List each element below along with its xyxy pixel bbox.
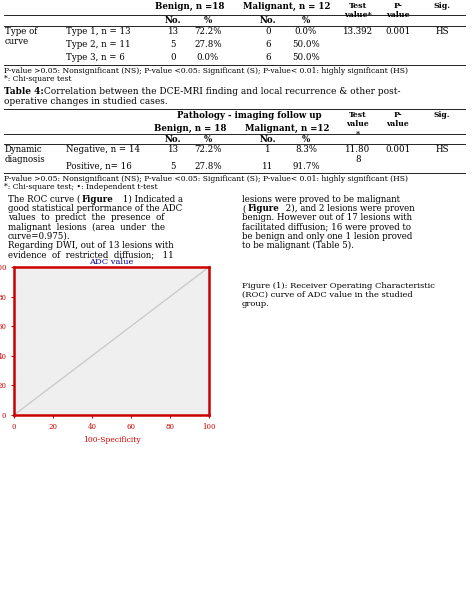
Text: No.: No. bbox=[164, 135, 182, 144]
Text: group.: group. bbox=[242, 300, 270, 308]
Text: HS: HS bbox=[435, 27, 449, 36]
Text: facilitated diffusion; 16 were proved to: facilitated diffusion; 16 were proved to bbox=[242, 223, 411, 231]
Text: Negative, n = 14: Negative, n = 14 bbox=[66, 145, 140, 154]
Text: 6: 6 bbox=[265, 40, 271, 49]
Text: %: % bbox=[302, 135, 310, 144]
X-axis label: 100-Specificity: 100-Specificity bbox=[82, 436, 140, 444]
Text: 1) Indicated a: 1) Indicated a bbox=[120, 195, 183, 204]
Text: Test
value
*: Test value * bbox=[346, 111, 369, 138]
Text: 0: 0 bbox=[265, 27, 271, 36]
Text: 8.3%: 8.3% bbox=[295, 145, 317, 154]
Text: Type of: Type of bbox=[5, 27, 37, 36]
Title: ADC value: ADC value bbox=[89, 258, 134, 266]
Text: 6: 6 bbox=[265, 53, 271, 62]
Text: P-
value: P- value bbox=[386, 2, 410, 19]
Text: No.: No. bbox=[260, 135, 276, 144]
Text: No.: No. bbox=[260, 16, 276, 25]
Text: benign. However out of 17 lesions with: benign. However out of 17 lesions with bbox=[242, 213, 412, 222]
Text: (: ( bbox=[242, 204, 246, 213]
Text: Sig.: Sig. bbox=[434, 111, 450, 119]
Text: P-
value: P- value bbox=[387, 111, 410, 128]
Text: 50.0%: 50.0% bbox=[292, 40, 320, 49]
Text: Regarding DWI, out of 13 lesions with: Regarding DWI, out of 13 lesions with bbox=[8, 241, 173, 250]
Text: Benign, n = 18: Benign, n = 18 bbox=[154, 124, 226, 133]
Text: lesions were proved to be malignant: lesions were proved to be malignant bbox=[242, 195, 400, 204]
Text: 0.001: 0.001 bbox=[385, 27, 410, 36]
Text: Dynamic: Dynamic bbox=[5, 145, 43, 154]
Text: Type 2, n = 11: Type 2, n = 11 bbox=[66, 40, 131, 49]
Text: P-value >0.05: Nonsignificant (NS); P-value <0.05: Significant (S); P-value< 0.0: P-value >0.05: Nonsignificant (NS); P-va… bbox=[4, 175, 408, 183]
Text: 11.80: 11.80 bbox=[346, 145, 371, 154]
Text: 2), and 2 lesions were proven: 2), and 2 lesions were proven bbox=[283, 204, 415, 213]
Text: 91.7%: 91.7% bbox=[292, 162, 320, 171]
Text: 27.8%: 27.8% bbox=[194, 40, 222, 49]
Text: 72.2%: 72.2% bbox=[194, 27, 222, 36]
Text: evidence  of  restricted  diffusion;   11: evidence of restricted diffusion; 11 bbox=[8, 250, 174, 259]
Text: 11: 11 bbox=[263, 162, 273, 171]
Text: HS: HS bbox=[435, 145, 449, 154]
Text: operative changes in studied cases.: operative changes in studied cases. bbox=[4, 97, 168, 107]
Text: 50.0%: 50.0% bbox=[292, 53, 320, 62]
Text: 13: 13 bbox=[167, 27, 179, 36]
Text: *: Chi-square test; •: Independent t-test: *: Chi-square test; •: Independent t-tes… bbox=[4, 183, 158, 191]
Text: Type 1, n = 13: Type 1, n = 13 bbox=[66, 27, 130, 36]
Text: P-value >0.05: Nonsignificant (NS); P-value <0.05: Significant (S); P-value< 0.0: P-value >0.05: Nonsignificant (NS); P-va… bbox=[4, 67, 408, 75]
Text: 13.392: 13.392 bbox=[343, 27, 373, 36]
Text: No.: No. bbox=[164, 16, 182, 25]
Text: Correlation between the DCE-MRI finding and local recurrence & other post-: Correlation between the DCE-MRI finding … bbox=[41, 87, 401, 96]
Text: Positive, n= 16: Positive, n= 16 bbox=[66, 162, 132, 171]
Text: Test
value*: Test value* bbox=[344, 2, 372, 19]
Text: 0.0%: 0.0% bbox=[295, 27, 317, 36]
Text: (ROC) curve of ADC value in the studied: (ROC) curve of ADC value in the studied bbox=[242, 291, 413, 299]
Text: Benign, n =18: Benign, n =18 bbox=[155, 2, 225, 11]
Text: %: % bbox=[204, 16, 212, 25]
Text: Figure: Figure bbox=[82, 195, 114, 204]
Text: 13: 13 bbox=[167, 145, 179, 154]
Text: Figure (1): Receiver Operating Characteristic: Figure (1): Receiver Operating Character… bbox=[242, 282, 435, 290]
Text: 5: 5 bbox=[170, 162, 176, 171]
Text: 0.001: 0.001 bbox=[385, 145, 410, 154]
Text: *: Chi-square test: *: Chi-square test bbox=[4, 75, 72, 83]
Text: values  to  predict  the  presence  of: values to predict the presence of bbox=[8, 213, 164, 222]
Text: curve: curve bbox=[5, 37, 29, 46]
Text: 8: 8 bbox=[355, 155, 361, 163]
Text: 0.0%: 0.0% bbox=[197, 53, 219, 62]
Text: Sig.: Sig. bbox=[434, 2, 450, 10]
Text: curve=0.975).: curve=0.975). bbox=[8, 232, 71, 241]
Text: The ROC curve (: The ROC curve ( bbox=[8, 195, 81, 204]
Text: 5: 5 bbox=[170, 40, 176, 49]
Text: Table 4:: Table 4: bbox=[4, 87, 44, 96]
Text: %: % bbox=[204, 135, 212, 144]
Text: Type 3, n = 6: Type 3, n = 6 bbox=[66, 53, 125, 62]
Text: diagnosis: diagnosis bbox=[5, 155, 46, 163]
Text: Pathology - imaging follow up: Pathology - imaging follow up bbox=[177, 111, 321, 120]
Text: good statistical performance of the ADC: good statistical performance of the ADC bbox=[8, 204, 182, 213]
Text: Malignant, n = 12: Malignant, n = 12 bbox=[243, 2, 331, 11]
Text: be benign and only one 1 lesion proved: be benign and only one 1 lesion proved bbox=[242, 232, 412, 241]
Text: 27.8%: 27.8% bbox=[194, 162, 222, 171]
Text: Malignant, n =12: Malignant, n =12 bbox=[245, 124, 329, 133]
Text: %: % bbox=[302, 16, 310, 25]
Text: to be malignant (Table 5).: to be malignant (Table 5). bbox=[242, 241, 354, 250]
Text: 1: 1 bbox=[265, 145, 271, 154]
Text: 0: 0 bbox=[170, 53, 176, 62]
Text: malignant  lesions  (area  under  the: malignant lesions (area under the bbox=[8, 223, 165, 232]
Text: 72.2%: 72.2% bbox=[194, 145, 222, 154]
Text: Figure: Figure bbox=[248, 204, 280, 213]
